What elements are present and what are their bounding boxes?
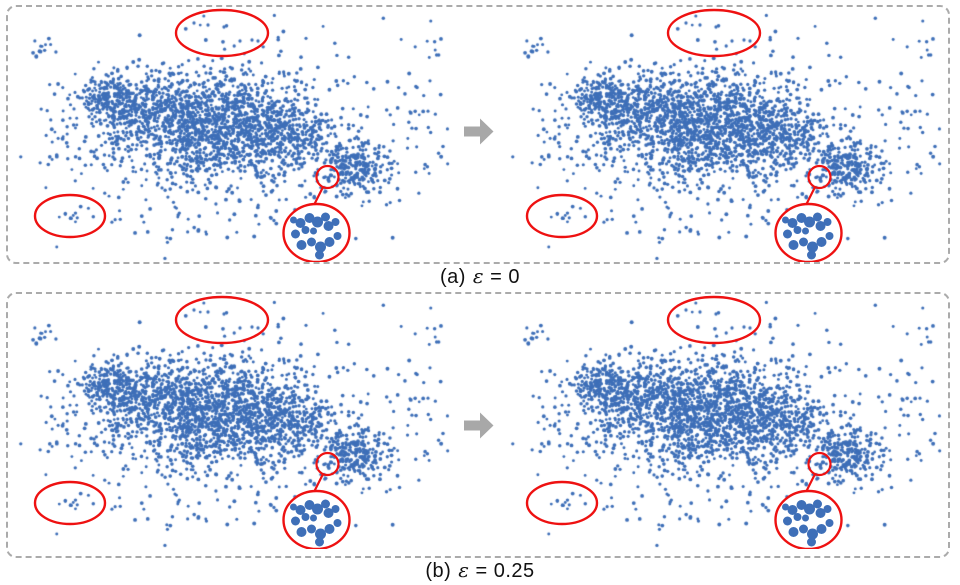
arrow-right-icon bbox=[464, 117, 494, 146]
magnifier-connector-line bbox=[805, 186, 816, 206]
caption-a: (a) ε = 0 bbox=[0, 264, 960, 289]
caption-b: (b) ε = 0.25 bbox=[0, 558, 960, 583]
highlight-ellipse-bottom-left bbox=[33, 193, 107, 239]
annotation-overlay bbox=[33, 295, 351, 549]
caption-b-epsilon: ε bbox=[458, 558, 470, 582]
dashed-box-b bbox=[6, 292, 950, 558]
block-arrow-svg bbox=[464, 412, 494, 439]
block-arrow-svg bbox=[464, 118, 494, 145]
magnifier-circle bbox=[282, 202, 351, 262]
highlight-ellipse-bottom-left bbox=[525, 480, 599, 526]
highlight-ellipse-top bbox=[174, 295, 270, 345]
caption-b-index: (b) bbox=[425, 560, 452, 582]
annotation-overlay bbox=[525, 295, 843, 549]
arrow-right-icon bbox=[464, 411, 494, 440]
scatter-plot-a-right bbox=[504, 8, 944, 262]
zoom-source-circle bbox=[807, 164, 832, 190]
arrow-shape bbox=[464, 412, 494, 439]
caption-a-epsilon: ε bbox=[472, 264, 485, 288]
annotation-overlay bbox=[525, 8, 843, 262]
zoom-source-circle bbox=[315, 451, 340, 477]
magnifier-circle bbox=[282, 489, 351, 549]
scatter-plot-b-left bbox=[12, 295, 452, 549]
scatter-dots-canvas bbox=[12, 8, 452, 262]
magnifier-connector-line bbox=[313, 186, 324, 206]
scatter-dots-canvas bbox=[504, 8, 944, 262]
caption-a-index: (a) bbox=[439, 266, 466, 288]
magnified-dots bbox=[782, 499, 834, 547]
highlight-ellipse-bottom-left bbox=[33, 480, 107, 526]
highlight-ellipse-top bbox=[174, 8, 270, 58]
magnifier-connector-line bbox=[313, 473, 324, 493]
arrow-shape bbox=[464, 118, 494, 145]
scatter-dots-canvas bbox=[504, 295, 944, 549]
highlight-ellipse-top bbox=[666, 8, 762, 58]
magnified-dots bbox=[782, 212, 834, 260]
scatter-plot-a-left bbox=[12, 8, 452, 262]
zoom-source-circle bbox=[807, 451, 832, 477]
magnifier-circle bbox=[774, 489, 843, 549]
scatter-dots-canvas bbox=[12, 295, 452, 549]
caption-a-value: = 0 bbox=[490, 266, 521, 288]
magnifier-connector-line bbox=[805, 473, 816, 493]
highlight-ellipse-bottom-left bbox=[525, 193, 599, 239]
zoom-source-circle bbox=[315, 164, 340, 190]
annotation-overlay bbox=[33, 8, 351, 262]
magnifier-circle bbox=[774, 202, 843, 262]
caption-b-value: = 0.25 bbox=[475, 560, 535, 582]
dashed-box-a bbox=[6, 5, 950, 264]
highlight-ellipse-top bbox=[666, 295, 762, 345]
scatter-plot-b-right bbox=[504, 295, 944, 549]
magnified-dots bbox=[290, 499, 342, 547]
magnified-dots bbox=[290, 212, 342, 260]
